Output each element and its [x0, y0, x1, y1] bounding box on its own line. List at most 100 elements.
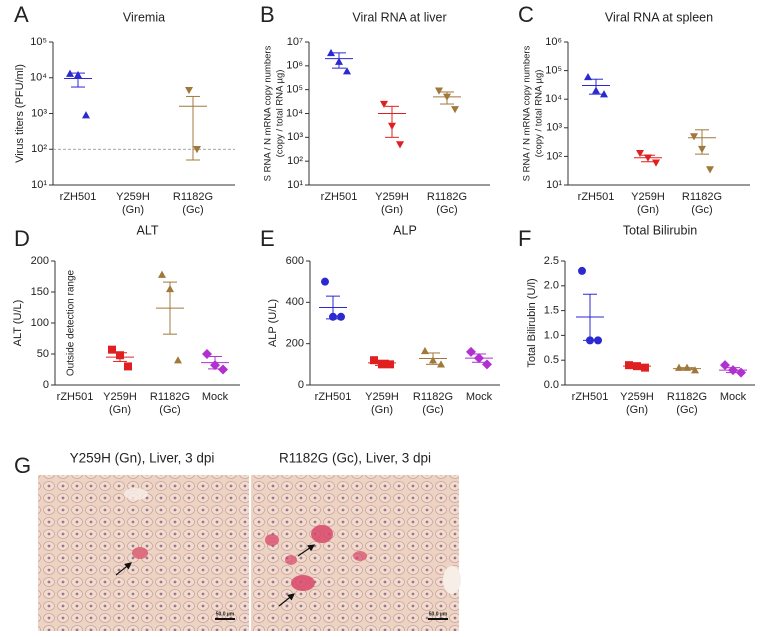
data-point [329, 312, 337, 321]
vessel [443, 566, 461, 594]
y-tick-label: 1.5 [544, 305, 559, 317]
data-point [443, 93, 451, 101]
x-tick-label: Mock [720, 391, 747, 403]
y-tick-label: 10² [31, 143, 47, 155]
chart: Viral RNA at spleen S RNA / N mRNA copy n… [522, 10, 750, 216]
y-axis-label: (copy / total RNA µg) [534, 70, 545, 158]
panel-label: G [14, 453, 31, 478]
chart-title: Total Bilirubin [623, 223, 697, 237]
y-tick-label: 10¹ [31, 179, 47, 191]
data-point [625, 361, 633, 370]
x-tick-label: Y259H (Gn) [365, 391, 399, 416]
scale-bar-label: 50.0 µm [216, 611, 235, 617]
data-point [158, 270, 166, 278]
data-point [736, 367, 746, 378]
data-point [451, 106, 459, 114]
data-point [218, 364, 228, 375]
x-tick-label: rZH501 [572, 391, 609, 403]
y-axis-label: Virus titers (PFU/ml) [14, 64, 26, 163]
data-point [74, 70, 82, 79]
data-point [327, 48, 335, 57]
data-point [116, 351, 124, 360]
data-point [698, 145, 706, 154]
y-tick-label: 10⁵ [545, 65, 562, 77]
data-point [335, 57, 343, 65]
data-point [202, 349, 212, 359]
data-point [706, 166, 714, 174]
panel-label: C [518, 2, 534, 27]
panel-label: E [260, 226, 275, 251]
data-point [380, 100, 388, 109]
y-tick-label: 0.5 [544, 354, 559, 366]
y-tick-label: 10⁶ [545, 36, 562, 48]
y-tick-label: 50 [37, 348, 49, 360]
data-point [683, 363, 691, 371]
data-point [633, 362, 641, 371]
data-point [636, 149, 644, 158]
x-tick-label: Y259H (Gn) [103, 391, 137, 416]
chart-title: Viral RNA at liver [352, 10, 446, 24]
data-point [370, 356, 378, 365]
panel-label: D [14, 226, 30, 251]
data-point [600, 90, 608, 98]
data-point [644, 154, 652, 162]
y-tick-label: 10² [546, 150, 562, 162]
histology-title: Y259H (Gn), Liver, 3 dpi [70, 451, 215, 466]
y-tick-label: 0.0 [544, 379, 559, 391]
y-tick-label: 10⁶ [286, 60, 303, 72]
data-point [584, 72, 592, 81]
data-point [82, 111, 90, 119]
x-tick-label: R1182G (Gc) [667, 391, 707, 416]
chart: Viral RNA at liver S RNA / N mRNA copy nu… [263, 10, 490, 216]
x-tick-label: Mock [466, 391, 493, 403]
x-tick-label: R1182G (Gc) [682, 191, 722, 216]
y-tick-label: 10² [287, 155, 303, 167]
y-tick-label: 10¹ [287, 179, 303, 191]
data-point [210, 360, 220, 371]
chart: Viremia Virus titers (PFU/ml) 10¹ 10² 10³ 10⁴… [14, 10, 235, 216]
y-tick-label: 2.0 [544, 280, 559, 292]
y-tick-label: 10⁵ [30, 36, 47, 48]
data-point [343, 67, 351, 75]
arrow [115, 562, 132, 576]
data-point [337, 312, 345, 321]
lesion [132, 547, 148, 559]
y-tick-label: 200 [286, 338, 304, 350]
y-tick-label: 10¹ [546, 179, 562, 191]
data-point [108, 345, 116, 354]
scale-bar-label: 50.0 µm [429, 611, 448, 617]
data-point [437, 360, 445, 368]
y-tick-label: 0 [43, 379, 49, 391]
data-point [652, 159, 660, 167]
y-tick-label: 400 [286, 296, 304, 308]
y-tick-label: 150 [31, 286, 49, 298]
data-point [592, 86, 600, 94]
data-point [388, 122, 396, 130]
y-axis-label: (copy / total RNA µg) [275, 70, 286, 158]
y-tick-label: 1.0 [544, 329, 559, 341]
x-tick-label: Y259H (Gn) [620, 391, 654, 416]
y-tick-label: 10⁴ [30, 72, 47, 84]
data-point [675, 363, 683, 371]
data-point [66, 69, 74, 77]
arrow [278, 593, 295, 607]
x-tick-label: R1182G (Gc) [150, 391, 190, 416]
y-tick-label: 10⁵ [286, 84, 303, 96]
lesion [311, 525, 333, 543]
data-point [396, 141, 404, 149]
data-point [474, 353, 484, 364]
x-tick-label: Y259H (Gn) [116, 191, 150, 216]
y-tick-label: 10⁴ [286, 107, 303, 119]
histology-title: R1182G (Gc), Liver, 3 dpi [279, 451, 431, 466]
annotation: Outside detection range [66, 269, 77, 376]
lesion [265, 534, 279, 546]
x-tick-label: rZH501 [57, 391, 94, 403]
arrow [297, 544, 315, 557]
x-tick-label: rZH501 [315, 391, 352, 403]
chart: ALP ALP (U/L) 0 200 400 600 rZH501 Y259H (Gn) R11… [267, 223, 500, 416]
data-point [720, 360, 730, 371]
x-tick-label: R1182G (Gc) [173, 191, 213, 216]
data-point [482, 359, 492, 370]
data-point [691, 366, 699, 374]
